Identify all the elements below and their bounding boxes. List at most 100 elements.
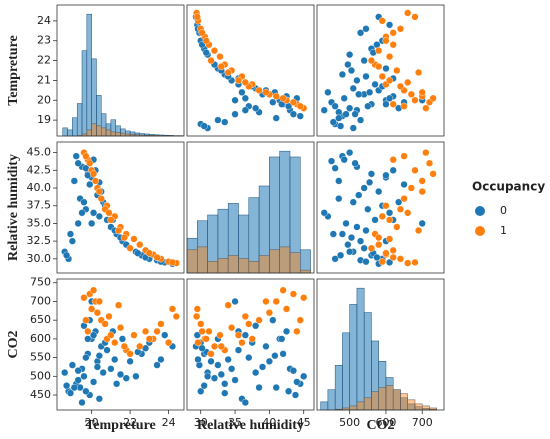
scatter-point bbox=[262, 342, 270, 350]
panel bbox=[56, 141, 185, 274]
scatter-point bbox=[285, 387, 293, 395]
scatter-point bbox=[265, 309, 273, 317]
scatter-point bbox=[378, 17, 386, 25]
histogram-bar bbox=[320, 401, 329, 411]
scatter-point bbox=[373, 253, 381, 262]
scatter-point bbox=[198, 344, 206, 352]
scatter-point bbox=[105, 312, 113, 321]
scatter-point bbox=[282, 327, 291, 336]
scatter-point bbox=[411, 166, 419, 174]
scatter-point bbox=[389, 41, 397, 49]
scatter-point bbox=[82, 152, 90, 160]
scatter-point bbox=[141, 327, 150, 336]
scatter-point bbox=[255, 383, 263, 392]
scatter-point bbox=[422, 104, 430, 112]
scatter-point bbox=[364, 205, 372, 213]
scatter-point bbox=[224, 68, 232, 77]
scatter-point bbox=[210, 342, 219, 350]
scatter-point bbox=[272, 383, 280, 392]
scatter-point bbox=[122, 374, 130, 382]
scatter-point bbox=[231, 297, 239, 306]
scatter-point bbox=[385, 94, 394, 102]
scatter-point bbox=[207, 350, 215, 358]
scatter-point bbox=[245, 354, 253, 362]
histogram-bar bbox=[81, 50, 88, 137]
scatter-point bbox=[63, 251, 71, 259]
histogram-bar bbox=[207, 261, 219, 274]
scatter-point bbox=[74, 159, 82, 167]
scatter-point bbox=[241, 78, 249, 87]
scatter-point bbox=[296, 316, 304, 324]
scatter-point bbox=[89, 378, 98, 386]
scatter-point bbox=[362, 25, 370, 33]
scatter-point bbox=[126, 350, 134, 358]
scatter-point bbox=[216, 53, 224, 61]
histogram-bar bbox=[227, 255, 239, 274]
scatter-point bbox=[349, 124, 357, 132]
scatter-point bbox=[282, 305, 291, 313]
histogram-bar bbox=[363, 397, 372, 411]
scatter-point bbox=[389, 156, 397, 164]
x-tick-label: 22 bbox=[123, 416, 137, 429]
histogram-bar bbox=[62, 127, 68, 137]
histogram-bar bbox=[96, 125, 102, 137]
scatter-point bbox=[168, 305, 177, 313]
scatter-point bbox=[289, 98, 298, 106]
scatter-point bbox=[224, 355, 232, 364]
scatter-point bbox=[422, 149, 430, 157]
scatter-point bbox=[331, 102, 339, 110]
y-tick-label: 21 bbox=[37, 73, 51, 86]
scatter-point bbox=[346, 248, 354, 256]
scatter-point bbox=[344, 60, 352, 69]
scatter-point bbox=[289, 110, 298, 118]
y-tick-label: 550 bbox=[30, 351, 51, 364]
scatter-point bbox=[84, 335, 92, 343]
scatter-point bbox=[346, 149, 354, 157]
scatter-point bbox=[429, 94, 437, 102]
scatter-point bbox=[385, 216, 394, 224]
scatter-point bbox=[205, 327, 213, 336]
scatter-point bbox=[389, 29, 397, 37]
panel-frame bbox=[316, 4, 445, 137]
scatter-point bbox=[111, 355, 119, 364]
histogram-bar bbox=[269, 249, 280, 274]
x-tick-label: 500 bbox=[339, 416, 360, 429]
scatter-point bbox=[78, 209, 86, 217]
scatter-point bbox=[203, 372, 212, 380]
scatter-point bbox=[97, 195, 105, 203]
scatter-point bbox=[68, 361, 76, 369]
scatter-point bbox=[82, 316, 90, 324]
scatter-point bbox=[296, 102, 304, 110]
scatter-point bbox=[72, 152, 80, 160]
scatter-point bbox=[193, 331, 201, 339]
y-tick-label: 23 bbox=[37, 34, 51, 47]
scatter-point bbox=[320, 209, 328, 217]
scatter-point bbox=[194, 355, 202, 364]
scatter-point bbox=[346, 51, 354, 59]
scatter-point bbox=[400, 195, 408, 203]
scatter-point bbox=[116, 324, 125, 332]
scatter-point bbox=[356, 29, 365, 37]
scatter-point bbox=[411, 13, 419, 21]
x-tick-label: 600 bbox=[375, 416, 396, 429]
scatter-point bbox=[375, 47, 383, 55]
scatter-point bbox=[101, 320, 109, 328]
panel bbox=[186, 4, 315, 137]
scatter-point bbox=[66, 230, 75, 238]
y-axis-label: Tempreture bbox=[6, 35, 21, 106]
x-tick-label: 24 bbox=[162, 416, 176, 429]
scatter-point bbox=[335, 177, 343, 185]
histogram-bar bbox=[101, 127, 107, 137]
scatter-point bbox=[373, 41, 381, 49]
scatter-point bbox=[415, 226, 423, 235]
scatter-point bbox=[342, 110, 350, 118]
scatter-point bbox=[89, 209, 98, 217]
scatter-point bbox=[93, 309, 102, 317]
scatter-point bbox=[375, 233, 383, 242]
scatter-point bbox=[385, 235, 394, 243]
panel-frame bbox=[56, 141, 185, 274]
histogram-bar bbox=[356, 401, 365, 411]
scatter-point bbox=[134, 249, 142, 257]
scatter-point bbox=[258, 363, 267, 371]
histogram-bar bbox=[356, 287, 365, 411]
